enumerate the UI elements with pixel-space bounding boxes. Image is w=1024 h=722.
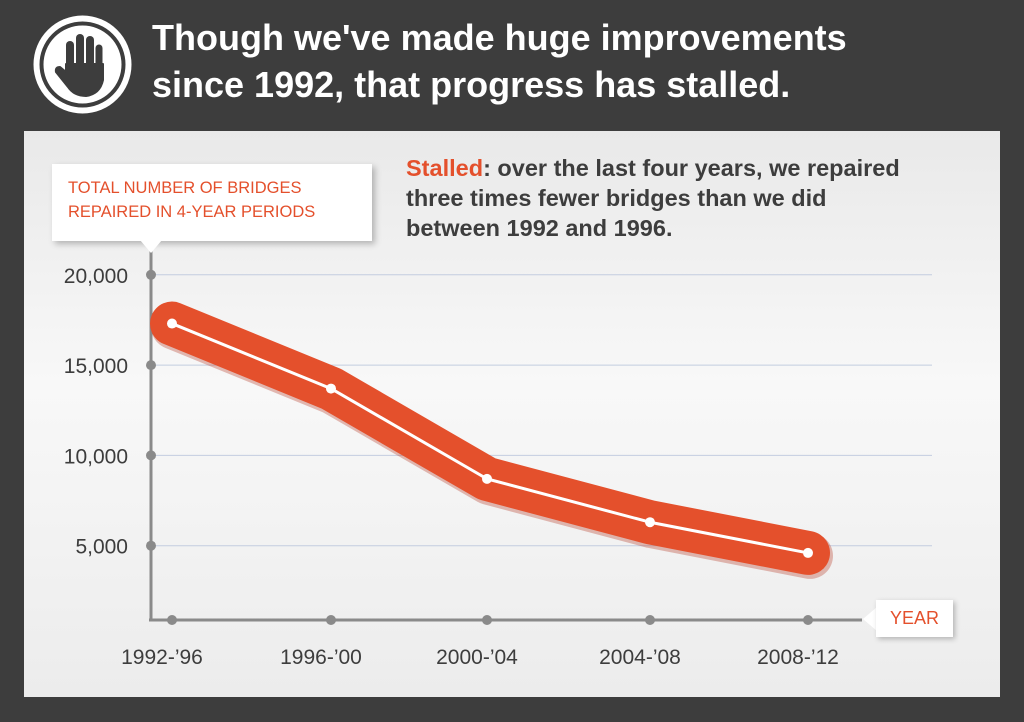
y-axis-label-box: TOTAL NUMBER OF BRIDGES REPAIRED IN 4-YE… [52, 164, 372, 241]
x-tick-label: 2000-’04 [436, 646, 518, 669]
raised-hand-icon [33, 15, 132, 114]
x-tick-label: 1996-’00 [280, 646, 362, 669]
x-tick-label: 2004-’08 [599, 646, 681, 669]
y-tick-dot [146, 450, 156, 461]
x-tick-dot [803, 615, 813, 625]
headline-line-1: Though we've made huge improvements [152, 17, 847, 58]
y-axis-label-line-1: TOTAL NUMBER OF BRIDGES [68, 179, 302, 197]
x-axis-label: YEAR [876, 600, 953, 637]
data-point [482, 473, 492, 484]
y-tick-label: 10,000 [64, 445, 128, 468]
axis-ticks: 20,000 15,000 10,000 5,000 1992-’96 1996-’00 2… [64, 265, 839, 669]
y-tick-label: 20,000 [64, 265, 128, 288]
data-point [645, 517, 655, 528]
headline-line-2: since 1992, that progress has stalled. [152, 64, 791, 105]
y-tick-dot [146, 269, 156, 280]
x-tick-dot [482, 615, 492, 625]
y-tick-dot [146, 540, 156, 551]
headline: Though we've made huge improvements sinc… [152, 14, 1012, 108]
y-tick-label: 5,000 [75, 536, 128, 559]
x-tick-dot [167, 615, 177, 625]
x-tick-label: 1992-’96 [121, 646, 203, 669]
x-tick-label: 2008-’12 [757, 646, 839, 669]
annotation-line-3: between 1992 and 1996. [406, 215, 673, 241]
y-axis-label-pointer [140, 240, 162, 253]
data-point [803, 547, 813, 558]
x-axis-label-pointer [863, 607, 877, 631]
y-tick-dot [146, 360, 156, 371]
series-bridges-repaired [150, 301, 833, 579]
annotation-highlight: Stalled [406, 155, 484, 181]
annotation-line-1-rest: : over the last four years, we repaired [483, 155, 900, 181]
axes [149, 250, 862, 622]
data-point [326, 383, 336, 394]
data-point [167, 318, 177, 329]
header: Though we've made huge improvements sinc… [0, 0, 1024, 130]
chart-annotation: Stalled: over the last four years, we re… [406, 153, 986, 243]
annotation-line-2: three times fewer bridges than we did [406, 185, 827, 211]
y-tick-label: 15,000 [64, 355, 128, 378]
annotation-line-1: Stalled: over the last four years, we re… [406, 153, 986, 183]
x-tick-dot [645, 615, 655, 625]
series-band [150, 301, 830, 575]
y-axis-label-line-2: REPAIRED IN 4-YEAR PERIODS [68, 203, 316, 221]
x-tick-dot [326, 615, 336, 625]
